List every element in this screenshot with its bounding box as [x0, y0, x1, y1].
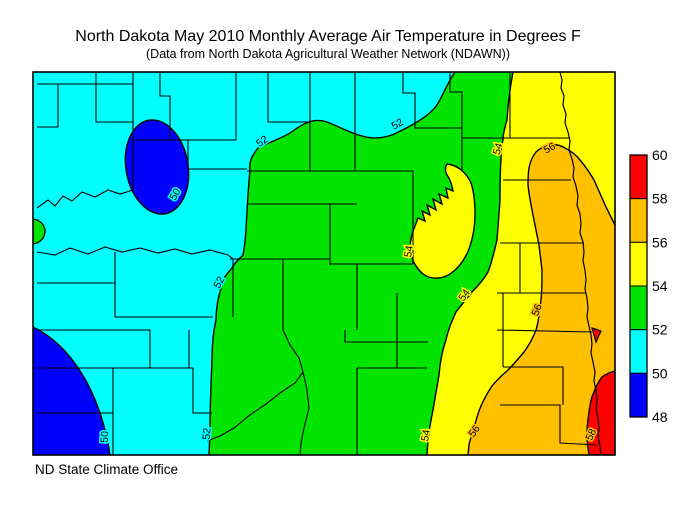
region-58-plus — [586, 370, 615, 455]
region-58-spot — [591, 327, 602, 344]
region-below50-southwest — [33, 327, 110, 455]
colorbar-bands — [629, 154, 648, 418]
red-river-state-border — [559, 72, 602, 455]
map-border — [32, 71, 616, 456]
colorbar-tick-54: 54 — [652, 278, 668, 294]
colorbar-border — [629, 154, 648, 418]
colorbar-band-50-52 — [629, 329, 648, 374]
page-subtitle: (Data from North Dakota Agricultural Wea… — [146, 47, 510, 61]
colorbar-band-54-56 — [629, 241, 648, 287]
colorbar-band-52-54 — [629, 285, 648, 331]
page-title: North Dakota May 2010 Monthly Average Ai… — [75, 28, 581, 45]
colorbar-tick-52: 52 — [652, 322, 668, 338]
contour-lines — [33, 72, 615, 455]
credit-text: ND State Climate Office — [35, 462, 178, 477]
contour-50-sw-line — [33, 326, 111, 455]
region-52-west-spot — [33, 218, 46, 245]
colorbar-band-58-60 — [629, 154, 648, 200]
colorbar-band-48-50 — [629, 372, 648, 418]
colorbar-tick-labels: 60 58 56 54 52 50 48 — [652, 147, 668, 425]
contour-label-52-5: 52 — [201, 427, 214, 440]
region-54-island — [409, 163, 476, 279]
colorbar: 60 58 56 54 52 50 48 — [629, 147, 668, 425]
colorbar-band-56-58 — [629, 198, 648, 243]
colorbar-tick-58: 58 — [652, 191, 668, 207]
contour-54-line — [426, 72, 514, 455]
contour-label-54-6: 54 — [491, 142, 506, 157]
colorbar-tick-56: 56 — [652, 234, 668, 250]
colorbar-tick-60: 60 — [652, 147, 668, 163]
colorbar-tick-48: 48 — [652, 409, 668, 425]
contour-56-line — [467, 143, 615, 455]
contour-52-line — [208, 72, 456, 455]
contour-label-50-1: 50 — [99, 431, 111, 443]
contour-label-54-7: 54 — [402, 245, 416, 259]
colorbar-tick-50: 50 — [652, 365, 668, 381]
county-boundaries — [36, 72, 598, 455]
contour-label-54-9: 54 — [419, 429, 433, 443]
